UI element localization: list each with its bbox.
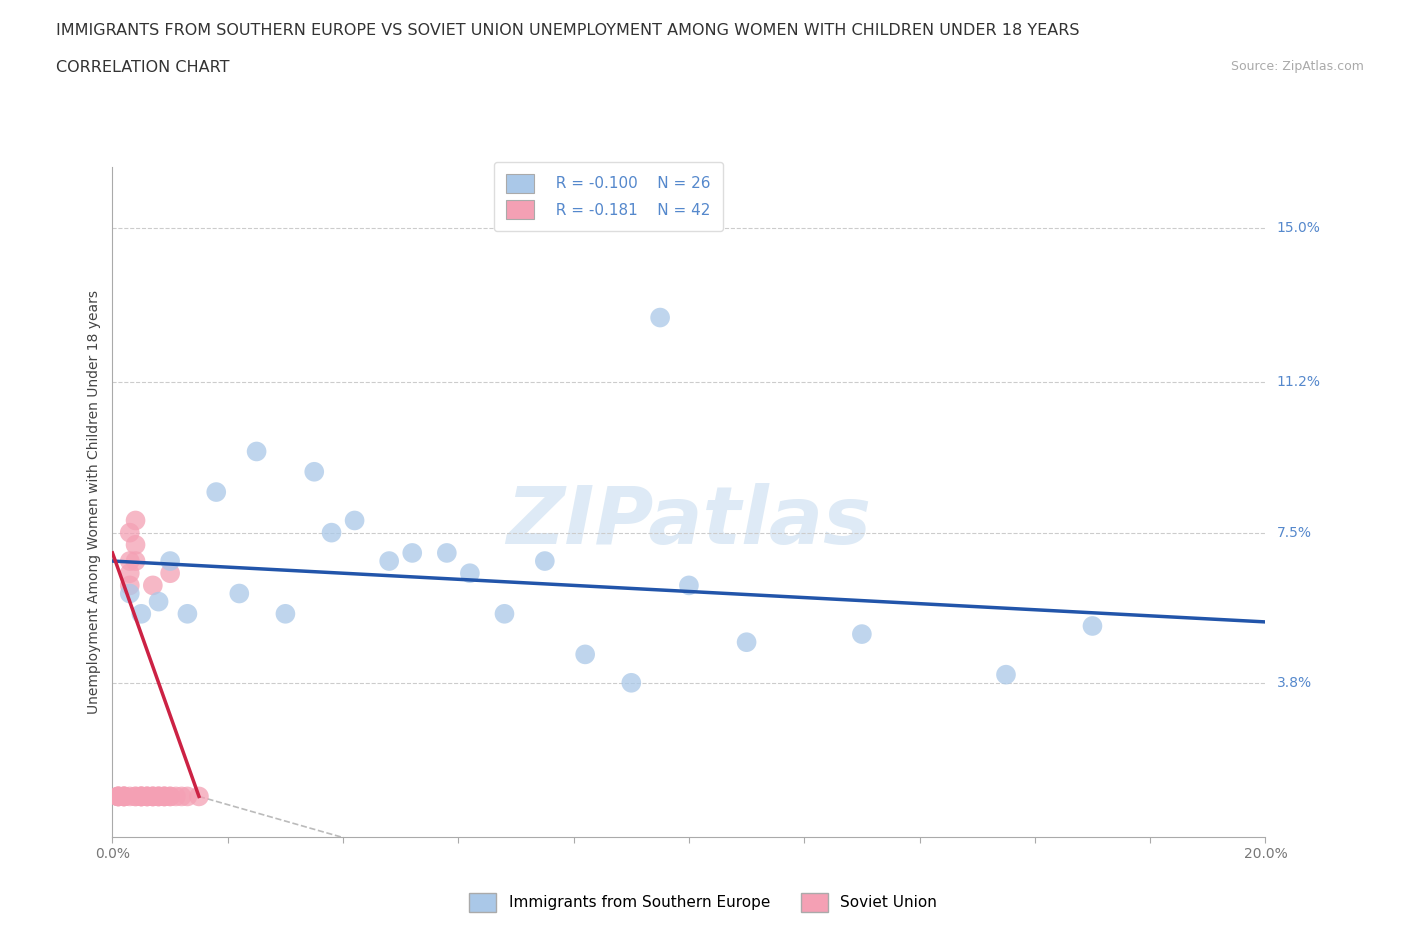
Point bbox=[107, 789, 129, 804]
Point bbox=[188, 789, 211, 804]
Point bbox=[129, 606, 153, 621]
Point bbox=[124, 789, 146, 804]
Point bbox=[107, 789, 129, 804]
Point bbox=[228, 586, 250, 601]
Point bbox=[153, 789, 176, 804]
Text: Source: ZipAtlas.com: Source: ZipAtlas.com bbox=[1230, 60, 1364, 73]
Point bbox=[112, 789, 135, 804]
Point bbox=[124, 538, 146, 552]
Text: CORRELATION CHART: CORRELATION CHART bbox=[56, 60, 229, 75]
Point bbox=[124, 513, 146, 528]
Point bbox=[246, 444, 269, 458]
Point bbox=[148, 789, 170, 804]
Point bbox=[118, 565, 141, 580]
Text: 7.5%: 7.5% bbox=[1277, 525, 1312, 539]
Point bbox=[401, 546, 423, 561]
Point bbox=[136, 789, 159, 804]
Text: 11.2%: 11.2% bbox=[1277, 376, 1320, 390]
Point bbox=[378, 553, 401, 568]
Text: IMMIGRANTS FROM SOUTHERN EUROPE VS SOVIET UNION UNEMPLOYMENT AMONG WOMEN WITH CH: IMMIGRANTS FROM SOUTHERN EUROPE VS SOVIE… bbox=[56, 23, 1080, 38]
Legend: Immigrants from Southern Europe, Soviet Union: Immigrants from Southern Europe, Soviet … bbox=[463, 887, 943, 918]
Point bbox=[136, 789, 159, 804]
Point bbox=[1081, 618, 1104, 633]
Legend:   R = -0.100    N = 26,   R = -0.181    N = 42: R = -0.100 N = 26, R = -0.181 N = 42 bbox=[494, 162, 723, 231]
Point bbox=[176, 606, 198, 621]
Point bbox=[112, 789, 135, 804]
Point bbox=[118, 789, 141, 804]
Point bbox=[112, 789, 135, 804]
Point bbox=[678, 578, 700, 592]
Point bbox=[129, 789, 153, 804]
Point bbox=[124, 789, 146, 804]
Point bbox=[159, 553, 181, 568]
Point bbox=[118, 586, 141, 601]
Text: 15.0%: 15.0% bbox=[1277, 221, 1320, 235]
Point bbox=[118, 553, 141, 568]
Point bbox=[574, 647, 596, 662]
Point bbox=[112, 789, 135, 804]
Point bbox=[436, 546, 458, 561]
Point bbox=[148, 789, 170, 804]
Point bbox=[159, 565, 181, 580]
Y-axis label: Unemployment Among Women with Children Under 18 years: Unemployment Among Women with Children U… bbox=[87, 290, 101, 714]
Point bbox=[165, 789, 187, 804]
Point bbox=[153, 789, 176, 804]
Point bbox=[458, 565, 481, 580]
Point bbox=[129, 789, 153, 804]
Point bbox=[321, 525, 343, 540]
Point bbox=[107, 789, 129, 804]
Point bbox=[118, 578, 141, 592]
Point bbox=[304, 464, 326, 479]
Point bbox=[494, 606, 516, 621]
Point bbox=[153, 789, 176, 804]
Point bbox=[176, 789, 198, 804]
Point bbox=[107, 789, 129, 804]
Point bbox=[124, 553, 146, 568]
Point bbox=[148, 789, 170, 804]
Point bbox=[650, 310, 672, 325]
Point bbox=[142, 789, 165, 804]
Point bbox=[159, 789, 181, 804]
Point bbox=[129, 789, 153, 804]
Point bbox=[534, 553, 557, 568]
Point bbox=[205, 485, 228, 499]
Text: 3.8%: 3.8% bbox=[1277, 676, 1312, 690]
Point bbox=[159, 789, 181, 804]
Point bbox=[142, 578, 165, 592]
Point bbox=[136, 789, 159, 804]
Point bbox=[274, 606, 297, 621]
Point bbox=[129, 789, 153, 804]
Point bbox=[118, 525, 141, 540]
Text: ZIPatlas: ZIPatlas bbox=[506, 484, 872, 562]
Point bbox=[142, 789, 165, 804]
Point bbox=[620, 675, 643, 690]
Point bbox=[735, 635, 758, 650]
Point bbox=[995, 667, 1018, 682]
Point bbox=[170, 789, 193, 804]
Point bbox=[148, 594, 170, 609]
Point bbox=[851, 627, 873, 642]
Point bbox=[343, 513, 366, 528]
Point bbox=[142, 789, 165, 804]
